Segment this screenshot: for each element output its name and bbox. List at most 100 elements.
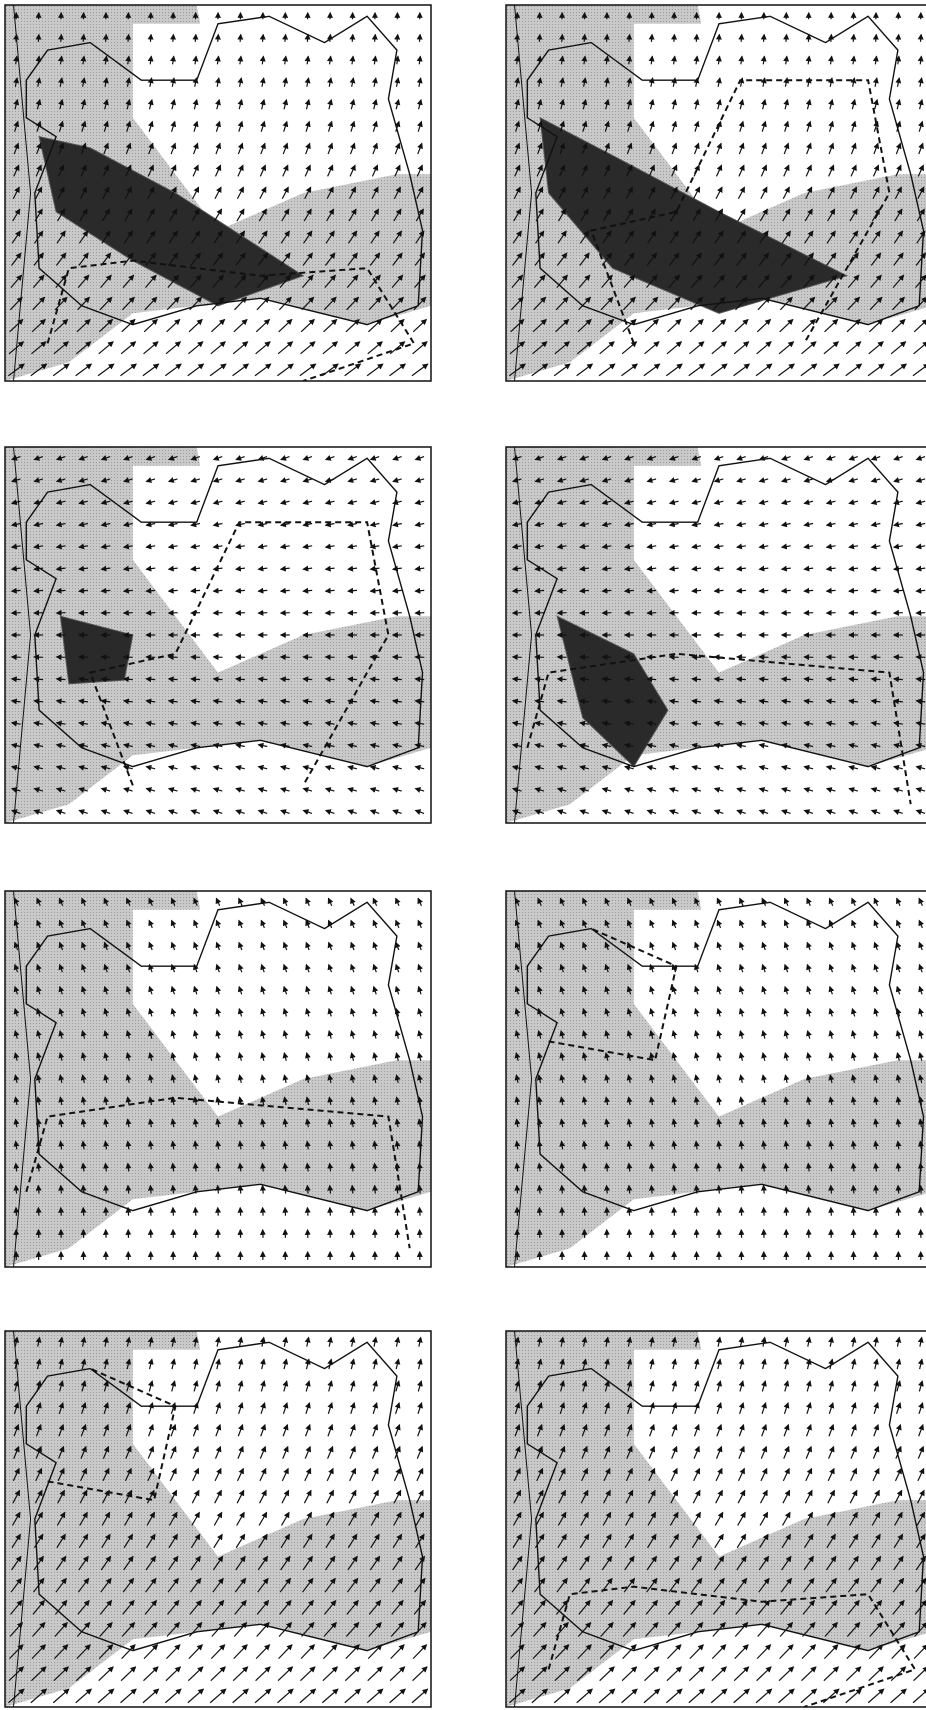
wind-arrow bbox=[52, 363, 70, 377]
wind-arrow bbox=[778, 341, 795, 355]
wind-arrow bbox=[145, 587, 156, 594]
wind-arrow bbox=[303, 208, 312, 222]
wind-arrow bbox=[209, 363, 227, 377]
wind-arrow bbox=[734, 318, 749, 333]
wind-arrow bbox=[77, 296, 91, 311]
wind-arrow bbox=[394, 164, 401, 177]
wind-arrow bbox=[513, 186, 521, 200]
wind-arrow bbox=[578, 676, 590, 683]
wind-arrow bbox=[192, 1184, 199, 1194]
wind-arrow bbox=[97, 363, 115, 377]
wind-arrow bbox=[372, 120, 378, 132]
wind-arrow bbox=[75, 341, 92, 355]
wind-arrow bbox=[691, 230, 702, 244]
wind-arrow bbox=[603, 164, 611, 177]
wind-arrow bbox=[534, 587, 545, 594]
wind-arrow bbox=[693, 1206, 700, 1216]
wind-arrow bbox=[576, 363, 594, 377]
wind-arrow bbox=[536, 164, 543, 177]
wind-arrow bbox=[693, 186, 701, 200]
wind-arrow bbox=[369, 274, 381, 289]
wind-arrow bbox=[738, 33, 745, 42]
wind-arrow bbox=[557, 230, 567, 244]
wind-arrow bbox=[327, 164, 334, 177]
wind-arrow bbox=[783, 98, 790, 110]
wind-arrow bbox=[147, 98, 154, 110]
wind-arrow bbox=[215, 120, 221, 132]
wind-arrow bbox=[170, 55, 176, 65]
wind-arrow bbox=[558, 186, 566, 200]
wind-arrow bbox=[277, 341, 294, 355]
wind-arrow bbox=[11, 252, 22, 266]
wind-arrow bbox=[783, 164, 790, 177]
wind-arrow bbox=[917, 1184, 924, 1194]
wind-arrow bbox=[167, 587, 178, 594]
wind-arrow bbox=[192, 33, 199, 42]
wind-arrow bbox=[581, 77, 588, 87]
wind-arrow bbox=[191, 208, 200, 222]
wind-arrow bbox=[170, 1184, 177, 1194]
wind-arrow bbox=[12, 186, 20, 200]
wind-arrow bbox=[648, 33, 655, 42]
wind-arrow bbox=[537, 142, 543, 155]
wind-arrow bbox=[79, 186, 88, 200]
wind-arrow bbox=[13, 98, 20, 110]
wind-arrow bbox=[760, 98, 767, 110]
wind-arrow bbox=[895, 1184, 902, 1194]
wind-arrow bbox=[509, 341, 526, 355]
wind-arrow bbox=[626, 98, 633, 110]
wind-arrow bbox=[256, 296, 270, 311]
wind-arrow bbox=[556, 252, 568, 266]
wind-arrow bbox=[667, 296, 681, 311]
map-panel bbox=[505, 1330, 926, 1708]
wind-arrow bbox=[603, 77, 610, 87]
wind-arrow bbox=[80, 77, 87, 87]
wind-arrow bbox=[667, 318, 682, 333]
wind-arrow bbox=[168, 252, 179, 266]
wind-arrow bbox=[147, 120, 154, 132]
wind-arrow bbox=[805, 186, 813, 200]
wind-arrow bbox=[347, 676, 358, 683]
land-boundary bbox=[514, 5, 533, 381]
wind-arrow bbox=[372, 98, 378, 110]
wind-arrow bbox=[58, 98, 64, 110]
wind-arrow bbox=[416, 33, 423, 42]
wind-arrow bbox=[711, 341, 727, 355]
wind-arrow bbox=[257, 676, 268, 683]
wind-arrow bbox=[895, 33, 902, 42]
wind-arrow bbox=[260, 120, 266, 132]
wind-arrow bbox=[13, 120, 20, 132]
wind-arrow bbox=[716, 1206, 723, 1216]
wind-arrow bbox=[510, 318, 525, 333]
wind-arrow bbox=[192, 186, 200, 200]
wind-arrow bbox=[213, 208, 223, 222]
wind-arrow bbox=[302, 676, 313, 683]
wind-arrow bbox=[665, 363, 683, 377]
wind-arrow bbox=[122, 274, 135, 289]
wind-arrow bbox=[828, 142, 835, 155]
wind-arrow bbox=[715, 33, 722, 42]
wind-arrow bbox=[688, 363, 706, 377]
wind-arrow bbox=[828, 1206, 835, 1216]
wind-arrow bbox=[121, 296, 135, 311]
wind-arrow bbox=[733, 363, 751, 377]
wind-arrow bbox=[556, 587, 567, 594]
wind-arrow bbox=[259, 33, 266, 42]
wind-arrow bbox=[370, 230, 380, 244]
wind-arrow bbox=[123, 230, 133, 244]
wind-arrow bbox=[213, 230, 223, 244]
wind-arrow bbox=[621, 341, 638, 355]
wind-arrow bbox=[349, 142, 356, 155]
wind-arrow bbox=[212, 252, 224, 266]
wind-arrow bbox=[738, 1184, 745, 1194]
wind-arrow bbox=[147, 55, 154, 65]
wind-arrow bbox=[416, 1206, 423, 1216]
wind-arrow bbox=[514, 1184, 521, 1194]
wind-arrow bbox=[738, 1206, 745, 1216]
wind-arrow bbox=[259, 186, 267, 200]
wind-arrow bbox=[604, 120, 610, 132]
wind-arrow bbox=[304, 120, 311, 132]
wind-arrow bbox=[170, 1206, 177, 1216]
